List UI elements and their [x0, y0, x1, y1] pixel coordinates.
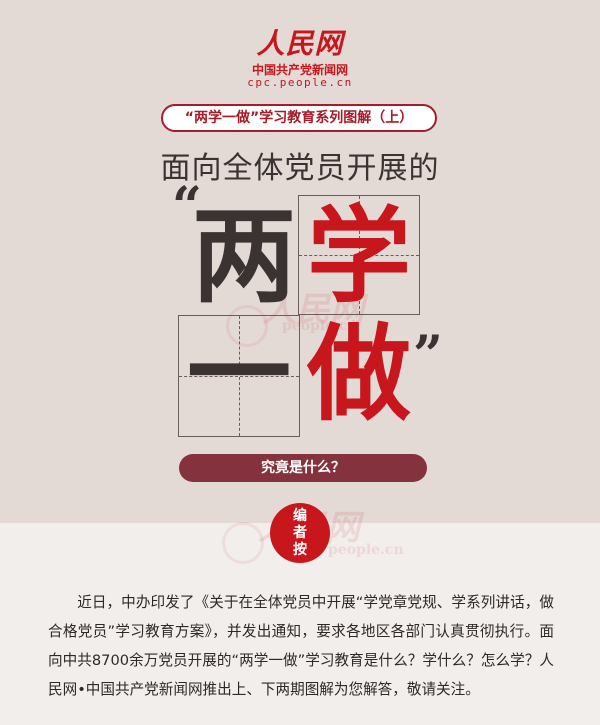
char-zuo: 做 [306, 313, 411, 435]
char-liang: 两 [192, 195, 297, 317]
question-banner: 究竟是什么？ [179, 454, 427, 482]
watermark-url-lower: people.cn [328, 542, 404, 558]
grid-dash-v [239, 316, 240, 436]
header-panel [0, 0, 600, 523]
watermark-circle [226, 305, 268, 347]
headline: 面向全体党员开展的 [160, 151, 440, 186]
editor-note-badge: 编 者 按 [270, 503, 330, 563]
watermark-circle-lower [222, 522, 264, 564]
grid-box-xue [298, 195, 420, 315]
people-daily-logo: 人民网 [256, 27, 344, 60]
series-title-badge: “两学一做”学习教育系列图解（上） [161, 104, 437, 132]
logo-subtitle: 中国共产党新闻网 [251, 63, 348, 77]
watermark-logo: 人民网 [262, 290, 364, 330]
grid-dash-v [359, 196, 360, 314]
close-quote-mark: ” [413, 325, 443, 386]
logo-url: cpc.people.cn [247, 76, 353, 89]
editor-note-char: 者 [293, 524, 307, 541]
intro-paragraph: 近日，中办印发了《关于在全体党员中开展“学党章党规、学系列讲话，做合格党员”学习… [48, 594, 554, 698]
watermark-url: people.cn [282, 318, 358, 334]
char-yi: 一 [186, 313, 291, 435]
char-xue: 学 [306, 195, 411, 317]
open-quote-mark: “ [172, 176, 202, 237]
grid-box-yi [178, 315, 300, 437]
editor-note-char: 按 [293, 541, 307, 558]
editor-note-char: 编 [293, 507, 307, 524]
